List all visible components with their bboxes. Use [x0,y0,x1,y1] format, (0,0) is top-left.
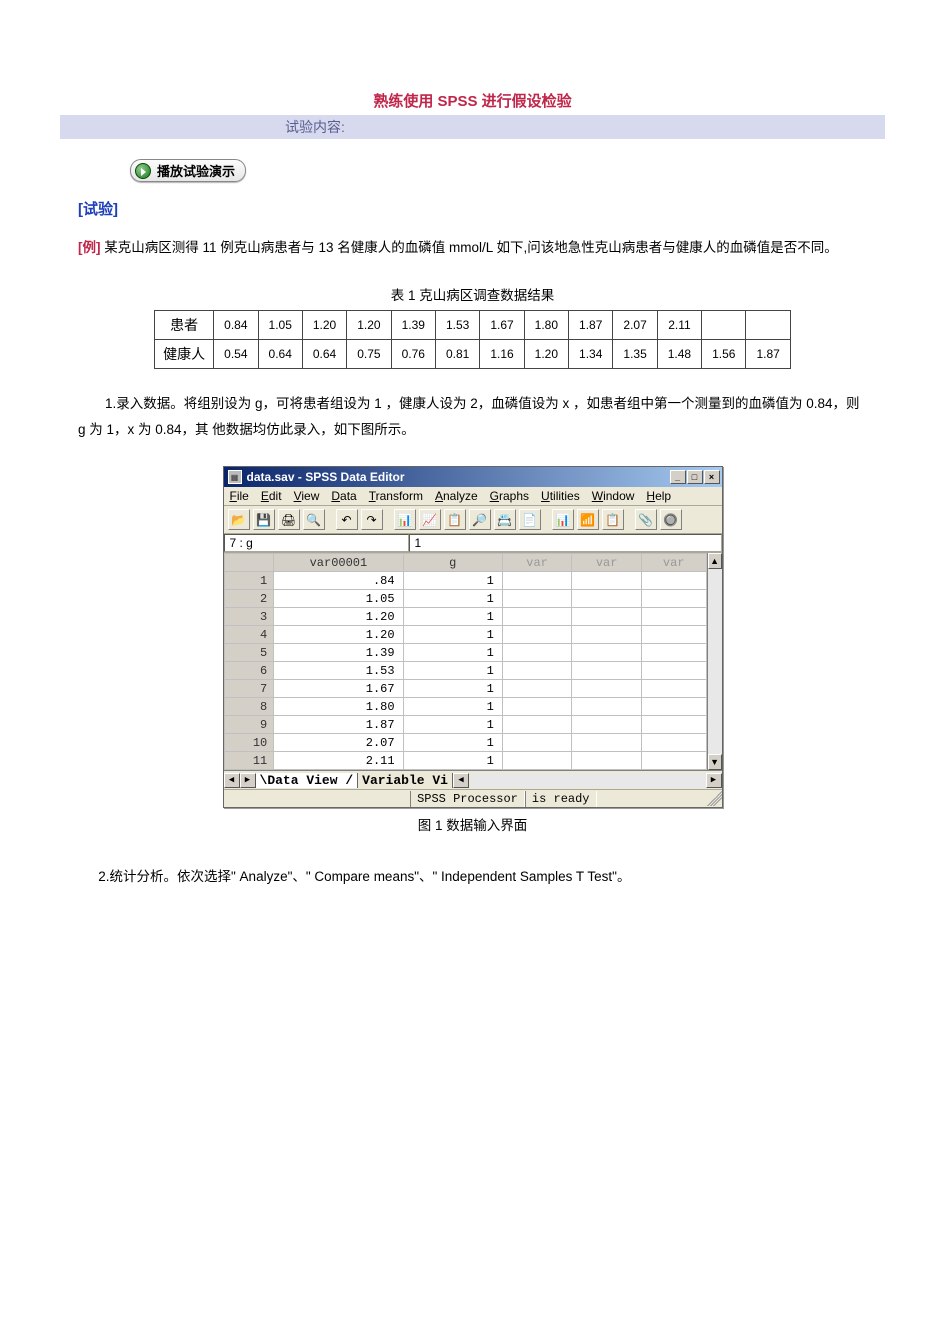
hscroll-left-icon[interactable]: ◀ [453,773,469,788]
titlebar: ▦ data.sav - SPSS Data Editor _ □ × [224,467,722,487]
tab-data-view[interactable]: \Data View / [256,773,359,788]
cell-reference[interactable]: 7 : g [224,534,409,552]
toolbar-button[interactable]: 🔍 [303,509,325,530]
toolbar-button[interactable]: ↷ [361,509,383,530]
toolbar-button[interactable]: 📋 [444,509,466,530]
vertical-scrollbar[interactable]: ▲ ▼ [707,553,722,770]
table-row[interactable]: 71.671 [224,680,706,698]
toolbar-button[interactable]: 💾 [253,509,275,530]
table-row[interactable]: 81.801 [224,698,706,716]
column-header[interactable]: var [572,554,642,572]
maximize-button[interactable]: □ [687,470,703,484]
table1-caption: 表 1 克山病区调查数据结果 [60,284,885,304]
menubar: File Edit View Data Transform Analyze Graphs Ut… [224,487,722,506]
sheet-tabs: ◀ ▶ \Data View / Variable Vi ◀ ▶ [224,770,722,789]
column-header[interactable] [224,554,274,572]
column-header[interactable]: var00001 [274,554,403,572]
resize-grip-icon[interactable] [707,791,722,806]
table-row[interactable]: 112.111 [224,752,706,770]
toolbar-button[interactable]: 📶 [577,509,599,530]
status-ready: is ready [525,791,597,807]
play-icon [135,163,151,179]
app-icon: ▦ [228,470,242,484]
menu-item[interactable]: Transform [369,489,423,503]
column-header[interactable]: g [403,554,502,572]
table-row[interactable]: 41.201 [224,626,706,644]
toolbar-button[interactable]: ↶ [336,509,358,530]
tab-variable-view[interactable]: Variable Vi [358,773,453,788]
figure1-caption: 图 1 数据输入界面 [60,814,885,834]
tab-nav-next-icon[interactable]: ▶ [240,773,256,788]
menu-item[interactable]: Utilities [541,489,580,503]
toolbar-button[interactable]: 📄 [519,509,541,530]
toolbar-button[interactable]: 📈 [419,509,441,530]
page-title: 熟练使用 SPSS 进行假设检验 [60,90,885,111]
play-button-label: 播放试验演示 [157,161,235,180]
sub-bar: 试验内容: [60,115,885,139]
table-row[interactable]: 21.051 [224,590,706,608]
paragraph-2: 2.统计分析。依次选择" Analyze"、" Compare means"、"… [78,864,867,890]
menu-item[interactable]: Window [592,489,635,503]
close-button[interactable]: × [704,470,720,484]
table-row: 健康人0.540.640.640.750.760.811.161.201.341… [155,339,791,368]
table-row[interactable]: 61.531 [224,662,706,680]
example-text: [例] 某克山病区测得 11 例克山病患者与 13 名健康人的血磷值 mmol/… [78,237,885,260]
window-title: data.sav - SPSS Data Editor [247,470,670,484]
hscroll-right-icon[interactable]: ▶ [706,773,722,788]
menu-item[interactable]: View [294,489,320,503]
toolbar-button[interactable]: 🔘 [660,509,682,530]
toolbar-button[interactable]: 📎 [635,509,657,530]
data-grid-wrap: var00001gvarvarvar 1.84121.05131.20141.2… [224,553,722,770]
statusbar: SPSS Processor is ready [224,789,722,807]
play-demo-button[interactable]: 播放试验演示 [130,159,246,182]
menu-item[interactable]: Graphs [490,489,529,503]
menu-item[interactable]: Edit [261,489,282,503]
data-table: 患者0.841.051.201.201.391.531.671.801.872.… [154,310,791,369]
toolbar-button[interactable]: 📂 [228,509,250,530]
status-processor: SPSS Processor [410,791,525,807]
column-header[interactable]: var [502,554,572,572]
spss-window: ▦ data.sav - SPSS Data Editor _ □ × File… [223,466,723,808]
menu-item[interactable]: Help [646,489,671,503]
scroll-up-icon[interactable]: ▲ [708,553,722,569]
table-row[interactable]: 102.071 [224,734,706,752]
table-row: 患者0.841.051.201.201.391.531.671.801.872.… [155,310,791,339]
menu-item[interactable]: Analyze [435,489,478,503]
section-label: [试验] [78,198,885,219]
table-row[interactable]: 1.841 [224,572,706,590]
data-grid[interactable]: var00001gvarvarvar 1.84121.05131.20141.2… [224,553,707,770]
minimize-button[interactable]: _ [670,470,686,484]
paragraph-1: 1.录入数据。将组别设为 g，可将患者组设为 1 ，健康人设为 2，血磷值设为 … [78,391,867,442]
toolbar-button[interactable]: 🖨 [278,509,300,530]
example-prefix: [例] [78,240,101,255]
toolbar-button[interactable]: 📊 [394,509,416,530]
menu-item[interactable]: File [230,489,249,503]
toolbar-button[interactable]: 🔎 [469,509,491,530]
table-row[interactable]: 51.391 [224,644,706,662]
toolbar: 📂💾🖨🔍↶↷📊📈📋🔎📇📄📊📶📋📎🔘 [224,506,722,534]
scroll-down-icon[interactable]: ▼ [708,754,722,770]
toolbar-button[interactable]: 📋 [602,509,624,530]
menu-item[interactable]: Data [331,489,356,503]
cell-value[interactable]: 1 [409,534,722,552]
table-row[interactable]: 91.871 [224,716,706,734]
toolbar-button[interactable]: 📇 [494,509,516,530]
cell-locator: 7 : g 1 [224,534,722,553]
tab-nav-prev-icon[interactable]: ◀ [224,773,240,788]
column-header[interactable]: var [641,554,706,572]
toolbar-button[interactable]: 📊 [552,509,574,530]
table-row[interactable]: 31.201 [224,608,706,626]
